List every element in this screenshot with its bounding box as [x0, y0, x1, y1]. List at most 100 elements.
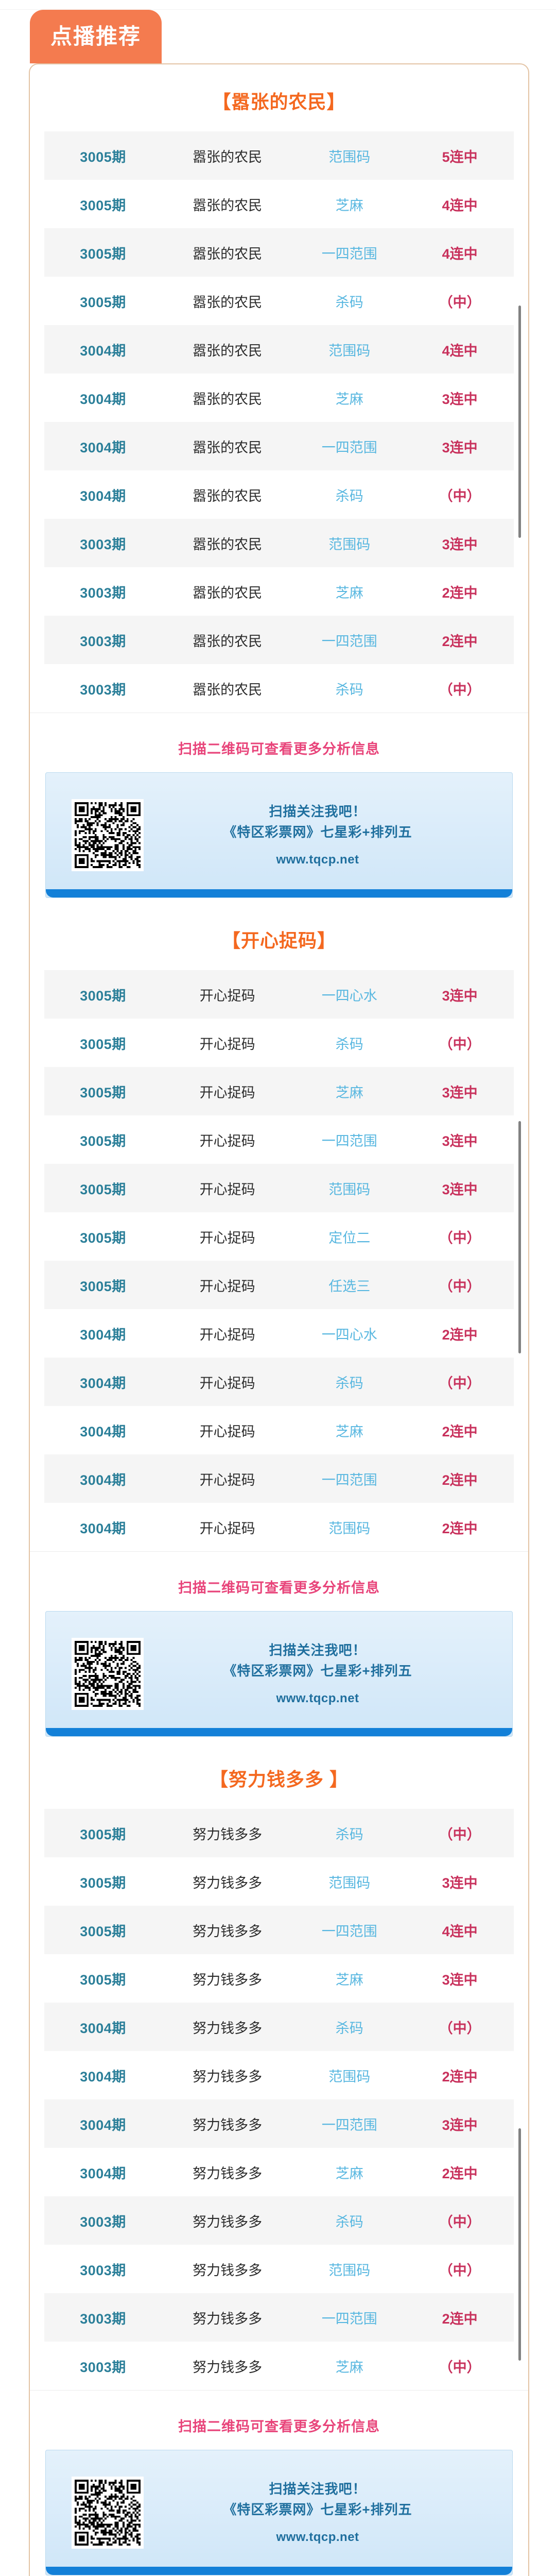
qr-code-icon[interactable]	[72, 1638, 144, 1710]
cell-result: 3连中	[442, 1875, 478, 1891]
qr-hint-text: 扫描二维码可查看更多分析信息	[178, 741, 380, 757]
table-row[interactable]: 3004期 嚣张的农民 一四范围 3连中	[44, 422, 514, 470]
table-row[interactable]: 3004期 开心捉码 杀码 （中）	[44, 1358, 514, 1406]
table-row[interactable]: 3003期 努力钱多多 杀码 （中）	[44, 2196, 514, 2245]
cell-type: 杀码	[335, 1375, 363, 1391]
table-row[interactable]: 3005期 开心捉码 一四范围 3连中	[44, 1115, 514, 1164]
table-row[interactable]: 3004期 嚣张的农民 芝麻 3连中	[44, 374, 514, 422]
cell-type: 芝麻	[335, 1423, 363, 1439]
cell-result: 3连中	[442, 391, 478, 407]
cell-result: 4连中	[442, 246, 478, 262]
cell-type: 杀码	[335, 682, 363, 698]
cell-issue: 3005期	[80, 1181, 126, 1197]
qr-line-3: www.tqcp.net	[276, 2530, 359, 2544]
cell-type: 芝麻	[335, 197, 363, 213]
qr-banner[interactable]: 扫描关注我吧！ 《特区彩票网》七星彩+排列五 www.tqcp.net	[45, 2450, 513, 2575]
table-row[interactable]: 3005期 开心捉码 一四心水 3连中	[44, 970, 514, 1019]
cell-result: 4连中	[442, 343, 478, 359]
cell-type: 杀码	[335, 2214, 363, 2230]
table-row[interactable]: 3004期 努力钱多多 芝麻 2连中	[44, 2148, 514, 2196]
qr-banner-text: 扫描关注我吧！ 《特区彩票网》七星彩+排列五 www.tqcp.net	[144, 1640, 512, 1708]
table-row[interactable]: 3004期 嚣张的农民 杀码 （中）	[44, 470, 514, 519]
qr-code-icon[interactable]	[72, 799, 144, 871]
table-row[interactable]: 3004期 嚣张的农民 范围码 4连中	[44, 325, 514, 374]
table-row[interactable]: 3005期 嚣张的农民 一四范围 4连中	[44, 228, 514, 277]
cell-author: 开心捉码	[199, 1133, 255, 1149]
cell-result: 4连中	[442, 197, 478, 213]
tab-row: 点播推荐	[0, 10, 556, 63]
table-row[interactable]: 3003期 嚣张的农民 范围码 3连中	[44, 519, 514, 567]
cell-author: 开心捉码	[199, 1423, 255, 1439]
cell-author: 开心捉码	[199, 1327, 255, 1343]
vertical-scrollbar[interactable]	[518, 1121, 521, 1353]
cell-type: 范围码	[328, 1875, 371, 1891]
cell-author: 开心捉码	[199, 988, 255, 1004]
table-row[interactable]: 3005期 开心捉码 杀码 （中）	[44, 1019, 514, 1067]
cell-issue: 3005期	[80, 1084, 126, 1100]
cell-author: 努力钱多多	[193, 2165, 263, 2181]
cell-author: 嚣张的农民	[193, 343, 263, 359]
table-row[interactable]: 3003期 努力钱多多 范围码 （中）	[44, 2245, 514, 2293]
cell-type: 芝麻	[335, 585, 363, 601]
qr-banner[interactable]: 扫描关注我吧！ 《特区彩票网》七星彩+排列五 www.tqcp.net	[45, 1611, 513, 1737]
cell-type: 范围码	[328, 1520, 371, 1536]
cell-issue: 3005期	[80, 1875, 126, 1891]
table-row[interactable]: 3004期 开心捉码 芝麻 2连中	[44, 1406, 514, 1454]
table-row[interactable]: 3003期 嚣张的农民 一四范围 2连中	[44, 616, 514, 664]
cell-issue: 3005期	[80, 988, 126, 1004]
table-row[interactable]: 3005期 开心捉码 任选三 （中）	[44, 1261, 514, 1309]
table-row[interactable]: 3004期 努力钱多多 杀码 （中）	[44, 2003, 514, 2051]
cell-result: （中）	[439, 1375, 481, 1391]
cell-type: 芝麻	[335, 1084, 363, 1100]
cell-issue: 3004期	[80, 2117, 126, 2133]
cell-result: 2连中	[442, 633, 478, 649]
qr-line-2: 《特区彩票网》七星彩+排列五	[223, 2502, 412, 2518]
table-row[interactable]: 3005期 嚣张的农民 芝麻 4连中	[44, 180, 514, 228]
table-row[interactable]: 3005期 开心捉码 定位二 （中）	[44, 1212, 514, 1261]
tab-dianbo-tuijian[interactable]: 点播推荐	[30, 10, 162, 63]
table-row[interactable]: 3004期 努力钱多多 范围码 2连中	[44, 2051, 514, 2099]
cell-result: （中）	[439, 2020, 481, 2036]
cell-result: （中）	[439, 1230, 481, 1246]
cell-author: 嚣张的农民	[193, 682, 263, 698]
cell-type: 任选三	[328, 1278, 371, 1294]
vertical-scrollbar[interactable]	[518, 306, 521, 538]
table-row[interactable]: 3003期 嚣张的农民 杀码 （中）	[44, 664, 514, 713]
table-row[interactable]: 3003期 嚣张的农民 芝麻 2连中	[44, 567, 514, 616]
cell-result: 3连中	[442, 439, 478, 455]
cell-result: （中）	[439, 2359, 481, 2375]
qr-banner[interactable]: 扫描关注我吧！ 《特区彩票网》七星彩+排列五 www.tqcp.net	[45, 772, 513, 898]
table-row[interactable]: 3005期 努力钱多多 一四范围 4连中	[44, 1906, 514, 1954]
table-row[interactable]: 3004期 努力钱多多 一四范围 3连中	[44, 2099, 514, 2148]
table-row[interactable]: 3005期 嚣张的农民 杀码 （中）	[44, 277, 514, 325]
table-row[interactable]: 3005期 开心捉码 范围码 3连中	[44, 1164, 514, 1212]
table-row[interactable]: 3005期 嚣张的农民 范围码 5连中	[44, 131, 514, 180]
cell-result: 2连中	[442, 2311, 478, 2327]
cell-result: 3连中	[442, 1972, 478, 1988]
table-row[interactable]: 3005期 努力钱多多 杀码 （中）	[44, 1809, 514, 1857]
recommend-section: 【开心捉码】 3005期 开心捉码 一四心水 3连中 3005期 开心捉码 杀码…	[30, 903, 528, 1737]
cell-type: 一四范围	[321, 439, 377, 455]
cell-issue: 3004期	[80, 1327, 126, 1343]
table-row[interactable]: 3005期 努力钱多多 芝麻 3连中	[44, 1954, 514, 2003]
table-row[interactable]: 3005期 努力钱多多 范围码 3连中	[44, 1857, 514, 1906]
table-row[interactable]: 3005期 开心捉码 芝麻 3连中	[44, 1067, 514, 1115]
table-row[interactable]: 3003期 努力钱多多 一四范围 2连中	[44, 2293, 514, 2342]
cell-result: 2连中	[442, 1423, 478, 1439]
cell-author: 努力钱多多	[193, 1875, 263, 1891]
cell-author: 嚣张的农民	[193, 246, 263, 262]
table-body: 3005期 嚣张的农民 范围码 5连中 3005期 嚣张的农民 芝麻 4连中 3…	[44, 131, 514, 713]
qr-code-icon[interactable]	[72, 2477, 144, 2549]
table-row[interactable]: 3004期 开心捉码 一四心水 2连中	[44, 1309, 514, 1358]
cell-result: 3连中	[442, 988, 478, 1004]
cell-issue: 3004期	[80, 2069, 126, 2084]
table-row[interactable]: 3004期 开心捉码 一四范围 2连中	[44, 1454, 514, 1503]
cell-type: 芝麻	[335, 2165, 363, 2181]
table-row[interactable]: 3003期 努力钱多多 芝麻 （中）	[44, 2342, 514, 2390]
vertical-scrollbar[interactable]	[518, 2128, 521, 2361]
cell-author: 开心捉码	[199, 1084, 255, 1100]
cell-author: 嚣张的农民	[193, 585, 263, 601]
cell-author: 嚣张的农民	[193, 439, 263, 455]
table-row[interactable]: 3004期 开心捉码 范围码 2连中	[44, 1503, 514, 1551]
cell-issue: 3005期	[80, 246, 126, 262]
